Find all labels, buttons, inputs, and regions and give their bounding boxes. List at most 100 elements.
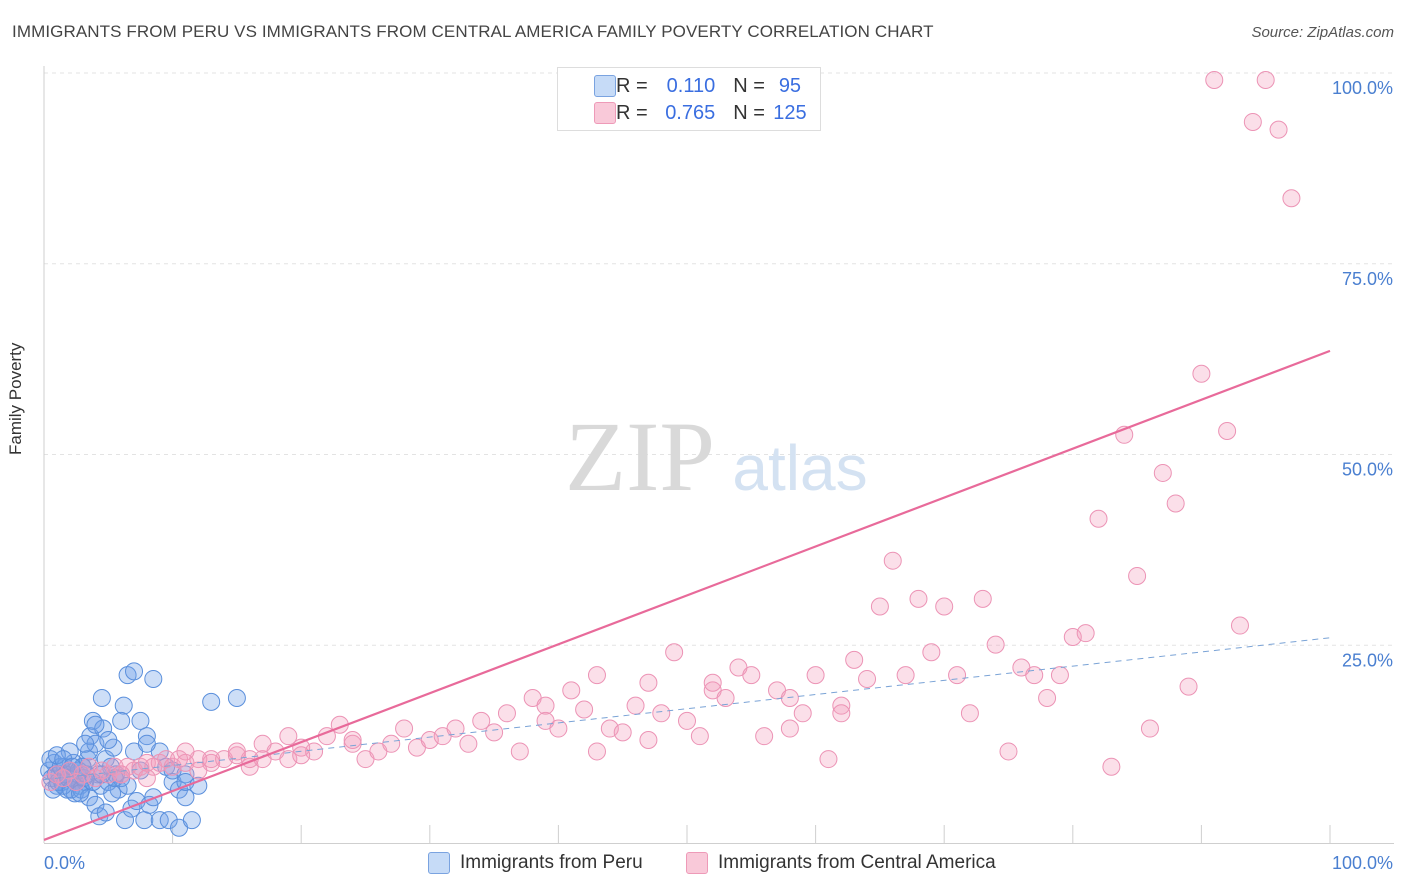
data-point-peru [144,669,163,688]
data-point-central [935,597,954,616]
data-point-peru [159,811,178,830]
data-point-central [755,727,774,746]
data-point-central [703,673,722,692]
data-point-central [1153,463,1172,482]
data-point-central [858,669,877,688]
data-point-central [1089,509,1108,528]
data-point-central [639,730,658,749]
data-point-central [395,719,414,738]
data-point-peru [80,788,99,807]
legend-r-label: R = [616,74,648,97]
data-point-central [176,742,195,761]
data-point-central [665,643,684,662]
data-point-central [575,700,594,719]
data-point-central [189,761,208,780]
legend-item-central: Immigrants from Central America [686,852,996,874]
data-point-central [227,742,246,761]
data-point-central [292,746,311,765]
data-point-central [562,681,581,700]
data-point-central [960,704,979,723]
data-point-peru [116,811,135,830]
data-point-peru [86,715,105,734]
data-point-central [613,723,632,742]
data-point-central [819,750,838,769]
x-tick-label: 0.0% [44,853,85,873]
data-point-central [1269,120,1288,139]
data-point-central [845,650,864,669]
trend-line-central [43,349,1331,841]
correlation-legend: R = 0.110 N = 95 R = 0.765 N = 125 [557,67,821,131]
data-point-central [780,689,799,708]
data-point-central [1076,624,1095,643]
data-point-central [105,757,124,776]
source-label: Source: ZipAtlas.com [1251,24,1394,41]
legend-row-central: R = 0.765 N = 125 [594,100,815,126]
data-point-central [67,772,86,791]
data-point-central [202,750,221,769]
data-point-central [690,727,709,746]
data-point-central [1025,666,1044,685]
data-point-central [999,742,1018,761]
data-point-peru [227,689,246,708]
data-point-peru [150,811,169,830]
data-point-central [1192,364,1211,383]
data-point-peru [202,692,221,711]
x-tick-label: 100.0% [1332,853,1393,873]
y-tick-label: 100.0% [1332,78,1393,98]
data-point-central [343,730,362,749]
data-point-central [1205,71,1224,89]
data-point-central [536,696,555,715]
data-point-central [883,551,902,570]
data-point-central [99,765,118,784]
axes [43,66,1394,844]
data-point-central [446,719,465,738]
legend-n-value: 95 [778,74,802,97]
legend-swatch-peru [594,75,616,97]
legend-n-label: N = [733,101,765,124]
data-point-peru [176,788,195,807]
data-point-central [626,696,645,715]
data-point-peru [54,750,73,769]
data-point-central [382,734,401,753]
data-point-central [716,689,735,708]
data-point-central [253,734,272,753]
legend-label-peru: Immigrants from Peru [460,852,643,873]
data-point-peru [112,711,131,730]
data-point-peru [99,730,118,749]
data-point-central [922,643,941,662]
data-point-central [1230,616,1249,635]
data-point-peru [118,776,137,795]
data-point-central [896,666,915,685]
data-point-central [137,769,156,788]
y-tick-label: 25.0% [1342,650,1393,670]
data-point-central [549,719,568,738]
y-tick-label: 75.0% [1342,269,1393,289]
data-point-central [639,673,658,692]
legend-row-peru: R = 0.110 N = 95 [594,73,815,99]
data-point-peru [137,727,156,746]
legend-r-label: R = [616,101,648,124]
data-point-central [279,727,298,746]
tick-labels: 25.0% 50.0% 75.0% 100.0% 0.0% 100.0% [44,78,1393,873]
data-point-central [343,734,362,753]
legend-swatch-central [594,102,616,124]
data-point-central [1128,566,1147,585]
data-point-central [485,723,504,742]
data-point-peru [131,711,150,730]
data-point-central [1179,677,1198,696]
data-point-peru [135,811,154,830]
legend-r-value: 0.110 [666,74,716,97]
legend-r-value: 0.765 [665,101,716,124]
data-point-peru [137,734,156,753]
data-point-central [652,704,671,723]
data-point-peru [182,811,201,830]
data-point-central [459,734,478,753]
y-tick-label: 50.0% [1342,460,1393,480]
data-point-peru [76,734,95,753]
data-point-central [587,666,606,685]
data-point-central [742,666,761,685]
data-point-central [472,711,491,730]
data-point-central [832,696,851,715]
data-point-central [909,589,928,608]
